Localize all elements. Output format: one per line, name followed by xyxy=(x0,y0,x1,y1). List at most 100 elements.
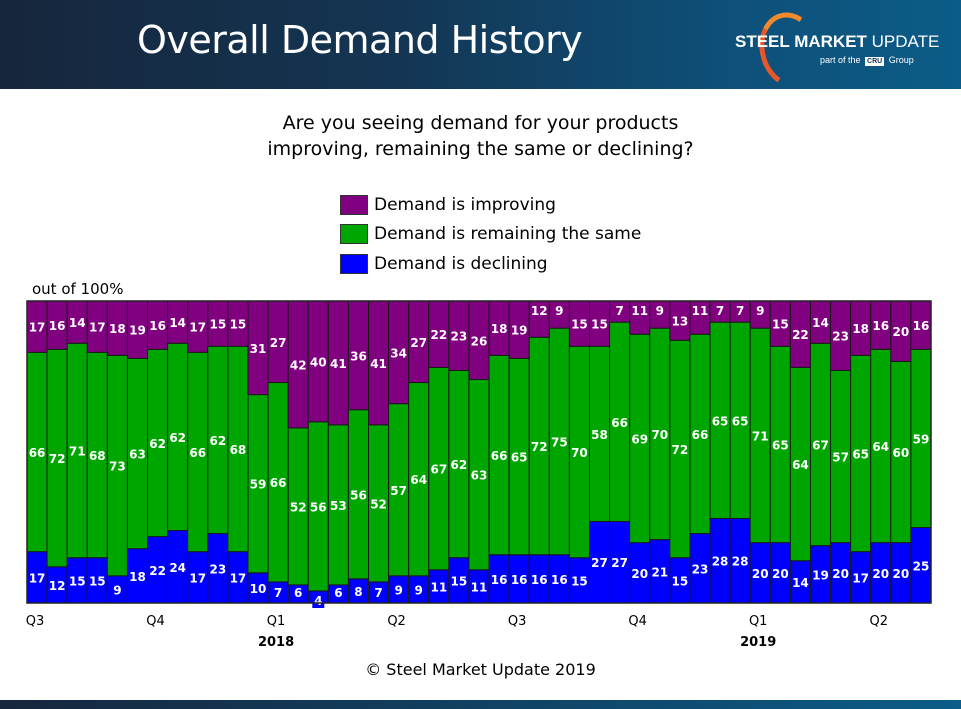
data-label-improving: 9 xyxy=(756,304,764,318)
bar-group: 23 66 11 xyxy=(689,300,711,604)
data-label-improving: 15 xyxy=(209,318,226,332)
data-label-improving: 16 xyxy=(872,319,889,333)
bar-group: 20 71 9 xyxy=(749,300,771,604)
data-label-declining: 28 xyxy=(732,555,749,569)
bar-group: 10 59 31 xyxy=(247,300,269,604)
x-tick-label: Q1 xyxy=(267,614,286,629)
data-label-improving: 17 xyxy=(189,321,206,335)
data-label-declining: 8 xyxy=(354,585,362,599)
data-label-same: 64 xyxy=(872,440,889,454)
bar-group: 17 65 18 xyxy=(850,300,872,604)
bar-group: 15 68 17 xyxy=(86,300,108,604)
data-label-improving: 27 xyxy=(270,336,287,350)
legend-label-improving: Demand is improving xyxy=(374,194,556,215)
data-label-improving: 15 xyxy=(230,318,247,332)
bar-group: 15 62 23 xyxy=(448,300,470,604)
data-label-same: 66 xyxy=(611,416,628,430)
data-label-same: 73 xyxy=(109,460,126,474)
legend-item-improving: Demand is improving xyxy=(340,190,641,220)
data-label-same: 59 xyxy=(250,478,267,492)
data-label-improving: 26 xyxy=(471,334,488,348)
cru-logo-icon: CRU xyxy=(865,57,885,66)
bar-group: 11 67 22 xyxy=(428,300,450,604)
data-label-same: 62 xyxy=(451,458,468,472)
data-label-same: 65 xyxy=(511,451,528,465)
x-tick-label: Q1 xyxy=(749,614,768,629)
data-label-improving: 13 xyxy=(672,315,689,329)
bar-group: 8 56 36 xyxy=(347,300,370,604)
data-label-declining: 17 xyxy=(230,571,247,585)
data-label-improving: 27 xyxy=(410,336,427,350)
data-label-declining: 25 xyxy=(913,559,930,573)
bar-group: 18 63 19 xyxy=(126,300,149,604)
data-label-same: 68 xyxy=(230,443,247,457)
x-tick-label: Q2 xyxy=(387,614,406,629)
data-label-declining: 16 xyxy=(531,573,548,587)
data-label-improving: 12 xyxy=(531,304,548,318)
data-label-same: 62 xyxy=(149,437,166,451)
data-label-improving: 16 xyxy=(149,319,166,333)
data-label-same: 62 xyxy=(209,434,226,448)
data-label-same: 66 xyxy=(692,428,709,442)
data-label-improving: 20 xyxy=(893,325,910,339)
data-label-same: 66 xyxy=(270,476,287,490)
data-label-declining: 15 xyxy=(672,574,689,588)
data-label-same: 75 xyxy=(551,435,568,449)
data-label-declining: 12 xyxy=(49,579,66,593)
x-year-label: 2018 xyxy=(258,635,294,650)
logo-sub-post: Group xyxy=(888,55,914,65)
data-label-declining: 9 xyxy=(415,583,423,597)
data-label-declining: 9 xyxy=(394,583,402,597)
bar-group: 17 68 15 xyxy=(227,300,249,604)
data-label-same: 69 xyxy=(631,432,648,446)
data-label-same: 65 xyxy=(732,414,749,428)
data-label-improving: 40 xyxy=(310,355,327,369)
data-label-declining: 11 xyxy=(471,580,488,594)
data-label-improving: 22 xyxy=(430,328,447,342)
data-label-same: 57 xyxy=(832,451,849,465)
data-label-declining: 9 xyxy=(113,583,121,597)
copyright-text: © Steel Market Update 2019 xyxy=(365,660,596,679)
data-label-declining: 15 xyxy=(451,574,468,588)
data-label-same: 60 xyxy=(893,446,910,460)
data-label-improving: 7 xyxy=(615,304,623,318)
legend-label-declining: Demand is declining xyxy=(374,253,548,274)
data-label-improving: 22 xyxy=(792,328,809,342)
data-label-declining: 7 xyxy=(374,586,382,600)
legend-swatch-same xyxy=(340,224,368,245)
data-label-declining: 27 xyxy=(611,556,628,570)
data-label-improving: 9 xyxy=(656,304,664,318)
data-label-improving: 17 xyxy=(29,321,46,335)
x-tick-label: Q2 xyxy=(869,614,888,629)
legend-label-same: Demand is remaining the same xyxy=(374,224,642,245)
bar-group: 15 72 13 xyxy=(669,300,691,604)
data-label-declining: 14 xyxy=(792,576,809,590)
data-label-improving: 18 xyxy=(109,322,126,336)
bar-group: 20 57 23 xyxy=(830,300,852,604)
x-tick-label: Q3 xyxy=(26,614,45,629)
data-label-improving: 19 xyxy=(511,324,528,338)
data-label-same: 65 xyxy=(712,414,729,428)
data-label-declining: 28 xyxy=(712,555,729,569)
header-banner: Overall Demand History STEEL MARKET UPDA… xyxy=(0,0,961,95)
data-label-improving: 16 xyxy=(49,319,66,333)
bar-group: 27 66 7 xyxy=(609,300,631,604)
data-label-same: 53 xyxy=(330,499,347,513)
bar-group: 23 62 15 xyxy=(207,300,229,604)
data-label-same: 52 xyxy=(290,500,307,514)
data-label-improving: 23 xyxy=(451,330,468,344)
data-label-improving: 15 xyxy=(772,318,789,332)
data-label-declining: 23 xyxy=(209,562,226,576)
data-label-same: 72 xyxy=(672,443,689,457)
data-label-same: 66 xyxy=(29,446,46,460)
bar-group: 27 58 15 xyxy=(588,300,611,604)
data-label-same: 56 xyxy=(310,500,327,514)
bar-group: 21 70 9 xyxy=(649,300,671,604)
data-label-declining: 23 xyxy=(692,562,709,576)
data-label-improving: 7 xyxy=(736,304,744,318)
data-label-improving: 15 xyxy=(591,318,608,332)
data-label-declining: 7 xyxy=(274,586,282,600)
data-label-improving: 17 xyxy=(89,321,106,335)
data-label-improving: 11 xyxy=(692,304,709,318)
